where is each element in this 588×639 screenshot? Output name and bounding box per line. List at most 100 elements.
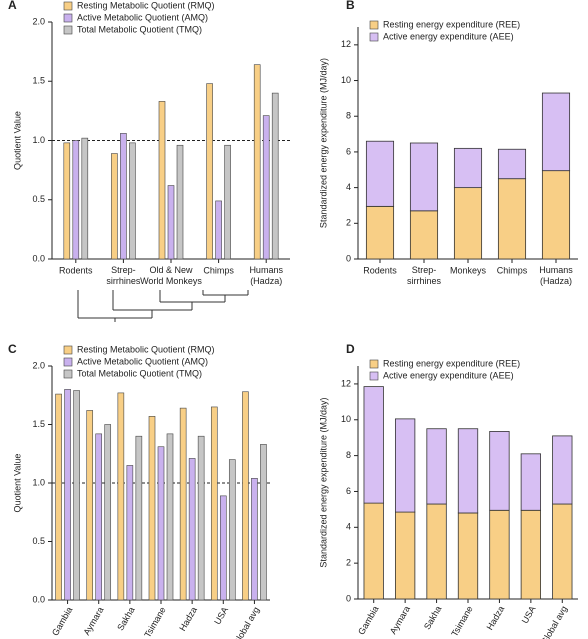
bar <box>219 495 227 601</box>
x-tick-label: Chimps <box>203 265 234 275</box>
y-tick-label: 2 <box>346 558 351 568</box>
x-tick-label: Humans (Hadza) <box>539 265 573 286</box>
legend-swatch <box>369 371 379 381</box>
bar-segment <box>497 178 527 260</box>
bar <box>157 446 165 601</box>
bar-segment <box>520 509 541 600</box>
y-tick-label: 1.0 <box>32 477 45 487</box>
bar <box>210 406 218 601</box>
legend-label: Total Metabolic Quotient (TMQ) <box>77 24 202 34</box>
bar <box>135 435 143 601</box>
bar-segment <box>457 512 479 600</box>
x-tick-label: Hadza <box>177 605 199 633</box>
bar-segment <box>365 205 395 260</box>
panel-label: D <box>346 342 355 356</box>
bar <box>81 137 89 260</box>
y-tick-label: 8 <box>346 111 351 121</box>
panel-label: C <box>8 342 17 356</box>
legend-label: Active Metabolic Quotient (AMQ) <box>77 12 208 22</box>
bar-segment <box>453 187 483 260</box>
bar <box>262 115 270 260</box>
bar <box>55 393 62 601</box>
bar <box>72 140 80 260</box>
bar <box>271 92 279 260</box>
y-tick-label: 1.5 <box>32 419 45 429</box>
x-tick-label: USA <box>212 605 230 626</box>
legend-swatch <box>63 345 73 355</box>
y-tick-label: 0.0 <box>32 253 45 263</box>
y-tick-label: 12 <box>341 378 351 388</box>
y-tick-label: 0 <box>346 253 351 263</box>
y-axis-label: Quotient Value <box>12 111 22 170</box>
bar <box>253 64 261 260</box>
bar <box>166 433 174 601</box>
y-tick-label: 0.5 <box>32 194 45 204</box>
legend-label: Resting energy expenditure (REE) <box>383 19 520 29</box>
y-tick-label: 2.0 <box>32 16 45 26</box>
y-tick-label: 10 <box>341 75 351 85</box>
x-tick-label: Rodents <box>363 265 397 275</box>
x-tick-label: Sakha <box>422 604 443 631</box>
y-tick-label: 6 <box>346 486 351 496</box>
bar <box>73 390 80 601</box>
bar-segment <box>497 148 527 180</box>
x-tick-label: Gambia <box>50 605 74 637</box>
bar <box>167 185 175 260</box>
y-tick-label: 0 <box>346 593 351 603</box>
panel-label: B <box>346 0 355 12</box>
x-tick-label: Strep-sirrhines <box>407 265 442 286</box>
legend-label: Active Metabolic Quotient (AMQ) <box>77 356 208 366</box>
y-axis-label: Standardized energy expenditure (MJ/day) <box>318 58 328 228</box>
y-axis-label: Standardized energy expenditure (MJ/day) <box>318 397 328 567</box>
y-tick-label: 12 <box>341 39 351 49</box>
x-tick-label: Strep-sirrhines <box>106 265 141 286</box>
bar-segment <box>541 170 571 260</box>
bar-segment <box>409 210 439 260</box>
bar <box>215 200 222 260</box>
y-tick-label: 1.5 <box>32 76 45 86</box>
bar-segment <box>394 418 416 513</box>
x-tick-label: Aymara <box>388 604 412 636</box>
x-tick-label: Monkeys <box>450 265 487 275</box>
bar <box>120 133 127 260</box>
bar-segment <box>552 503 573 600</box>
bar <box>251 478 258 601</box>
x-tick-label: Tsimane <box>449 604 474 638</box>
y-tick-label: 6 <box>346 146 351 156</box>
x-tick-label: Sakha <box>115 605 136 632</box>
bar <box>95 433 103 601</box>
bar <box>260 444 267 601</box>
bar-segment <box>363 502 384 600</box>
x-tick-label: Aymara <box>81 605 105 637</box>
legend-label: Resting Metabolic Quotient (RMQ) <box>77 0 215 10</box>
bar <box>148 416 156 601</box>
y-tick-label: 1.0 <box>32 135 45 145</box>
bar-segment <box>409 142 439 212</box>
legend-swatch <box>369 359 379 369</box>
bar <box>117 392 125 601</box>
bar <box>158 101 166 260</box>
panel-label: A <box>8 0 17 12</box>
x-tick-label: Global avg <box>231 605 261 639</box>
bar <box>179 407 187 601</box>
bar <box>126 465 134 601</box>
bar-segment <box>457 428 479 514</box>
y-tick-label: 4 <box>346 522 351 532</box>
legend-swatch <box>63 357 73 367</box>
legend-swatch <box>369 32 379 42</box>
bar-segment <box>426 503 447 600</box>
bar <box>188 458 196 601</box>
legend-label: Resting energy expenditure (REE) <box>383 358 520 368</box>
bar-segment <box>453 147 483 189</box>
bar-segment <box>365 140 395 207</box>
y-tick-label: 2 <box>346 218 351 228</box>
y-tick-label: 0.5 <box>32 536 45 546</box>
bar <box>206 83 213 260</box>
legend-label: Total Metabolic Quotient (TMQ) <box>77 368 202 378</box>
legend-label: Active energy expenditure (AEE) <box>383 370 514 380</box>
bar <box>197 435 205 601</box>
bar-segment <box>541 92 571 172</box>
bar <box>86 410 94 601</box>
bar-segment <box>394 511 416 600</box>
